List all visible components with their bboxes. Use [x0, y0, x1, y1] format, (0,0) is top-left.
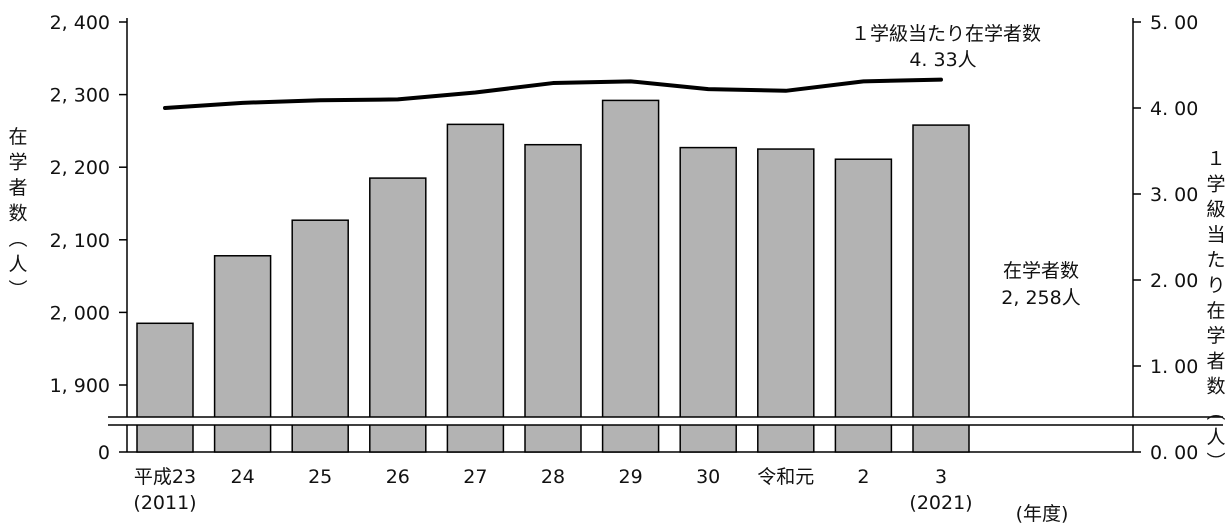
left-tick-label-0: 0	[98, 442, 110, 464]
axis-break	[108, 416, 1223, 426]
axis-title-char: り	[1206, 275, 1225, 297]
left-tick-label-5: 2, 300	[50, 85, 110, 107]
right-tick-label-4: 4. 00	[1150, 98, 1198, 120]
bar-4	[446, 123, 505, 453]
axis-break-gap	[108, 417, 1223, 425]
axis-title-char: ︶	[1206, 452, 1225, 474]
bar-annotation-title: 在学者数	[1003, 260, 1079, 282]
bar-2	[291, 219, 349, 453]
bar-3	[369, 177, 427, 453]
line-annotation-value: 4. 33人	[909, 49, 976, 71]
axis-title-char: 在	[1206, 300, 1225, 322]
axis-title-char: 人	[1206, 426, 1225, 448]
x-tick-label-1: 24	[231, 466, 255, 488]
axis-title-char: た	[1206, 249, 1225, 271]
x-tick-label-2: 25	[308, 466, 332, 488]
bar-10	[912, 124, 970, 453]
axis-title-char: 当	[1206, 224, 1225, 246]
x-tick-sublabel-0: (2011)	[133, 492, 196, 514]
x-tick-sublabel-10: (2021)	[909, 492, 972, 514]
axis-title-char: 学	[1206, 173, 1225, 195]
left-tick-label-6: 2, 400	[50, 12, 110, 34]
x-tick-label-0: 平成23	[134, 466, 196, 488]
x-tick-label-8: 令和元	[757, 466, 814, 488]
right-tick-label-5: 5. 00	[1150, 12, 1198, 34]
axis-title-char: 級	[1206, 199, 1225, 221]
line-path	[163, 77, 943, 110]
x-tick-label-5: 28	[541, 466, 565, 488]
bar-8	[757, 148, 815, 453]
x-tick-label-10: 3	[935, 466, 947, 488]
left-tick-label-3: 2, 100	[50, 230, 110, 252]
x-tick-label-3: 26	[386, 466, 410, 488]
plot-area: 0 1, 900 2, 000 2, 100 2, 200 2, 300 2, 400 0.…	[50, 12, 1223, 514]
bar-7	[679, 146, 737, 453]
bar-5	[524, 143, 582, 453]
left-tick-label-2: 2, 000	[50, 302, 110, 324]
x-tick-label-4: 27	[463, 466, 487, 488]
left-axis-title: 在学者数 ︵ 人 ︶	[8, 126, 27, 301]
line-annotation-title: １学級当たり在学者数	[851, 23, 1041, 45]
axis-title-char: 数	[1206, 376, 1225, 398]
axis-title-char: ︵	[8, 228, 27, 250]
right-tick-label-2: 2. 00	[1150, 270, 1198, 292]
axis-title-char: ︵	[1206, 401, 1225, 423]
bar-9	[834, 158, 893, 453]
bar-annotation-value: 2, 258人	[1001, 287, 1080, 309]
axis-title-char: 在	[8, 126, 27, 148]
axis-title-char: 学	[1206, 325, 1225, 347]
axis-title-char: 者	[8, 177, 27, 199]
bar-series	[136, 99, 970, 453]
left-tick-label-4: 2, 200	[50, 157, 110, 179]
x-tick-label-6: 29	[619, 466, 643, 488]
right-tick-label-3: 3. 00	[1150, 184, 1198, 206]
left-axis-ticks: 0 1, 900 2, 000 2, 100 2, 200 2, 300 2, 400	[50, 12, 127, 464]
bar-0	[136, 322, 194, 453]
axis-title-char: 学	[8, 152, 27, 174]
axis-title-char: 数	[8, 203, 27, 225]
right-axis-title: １学級当たり在学者数︵人︶	[1206, 148, 1225, 474]
axis-title-char: 人	[8, 254, 27, 276]
axis-title-char: ︶	[8, 279, 27, 301]
axis-title-char: 者	[1206, 350, 1225, 372]
x-unit-label: (年度)	[1016, 503, 1069, 525]
x-tick-label-9: 2	[857, 466, 869, 488]
right-tick-label-0: 0. 00	[1150, 442, 1198, 464]
left-tick-label-1: 1, 900	[50, 375, 110, 397]
x-axis-labels: 平成23 (2011) 24 25 26 27 28 29 30 令和元 2 3 (2021)	[133, 466, 972, 514]
right-axis-ticks: 0. 00 1. 00 2. 00 3. 00 4. 00 5. 00	[1133, 12, 1198, 464]
bar-6	[601, 99, 660, 453]
x-tick-label-7: 30	[696, 466, 720, 488]
axis-title-char: １	[1206, 148, 1225, 170]
right-tick-label-1: 1. 00	[1150, 356, 1198, 378]
line-series	[163, 77, 943, 110]
